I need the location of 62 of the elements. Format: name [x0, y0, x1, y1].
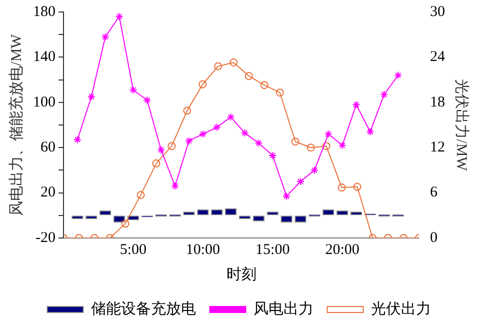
- y2-tick-label: 18: [430, 94, 445, 110]
- point: [198, 130, 207, 138]
- y2-tick-label: 30: [430, 4, 445, 20]
- x-tick-label: 15:00: [256, 242, 290, 258]
- point: [322, 142, 330, 150]
- point: [171, 182, 180, 190]
- point: [394, 71, 402, 80]
- y2-tick-label: 6: [430, 184, 438, 201]
- point: [338, 141, 346, 150]
- point: [183, 106, 192, 115]
- y-tick-label: 180: [33, 4, 56, 20]
- point: [366, 128, 374, 136]
- point: [168, 142, 176, 150]
- point: [296, 178, 304, 186]
- y-tick-label: 100: [33, 94, 56, 110]
- point: [115, 12, 124, 21]
- point: [143, 96, 152, 104]
- point: [101, 32, 110, 41]
- point: [136, 191, 145, 200]
- legend-label: 风电出力: [253, 300, 314, 318]
- point: [254, 139, 263, 148]
- y-tick-label: 20: [40, 184, 56, 201]
- point: [380, 90, 388, 98]
- y-tick-label: 60: [40, 140, 56, 156]
- point: [184, 136, 193, 145]
- point: [352, 100, 360, 109]
- point: [268, 152, 277, 160]
- point: [73, 136, 82, 144]
- point: [324, 130, 332, 138]
- y2-tick-label: 12: [430, 140, 445, 156]
- point: [230, 58, 238, 66]
- y2-tick-label: 0: [430, 230, 438, 246]
- point: [291, 138, 300, 146]
- point: [198, 80, 207, 88]
- y2-axis-title: 光伏出力/MW: [453, 79, 470, 172]
- legend-label: 储能设备充放电: [90, 300, 196, 318]
- x-tick-label: 20:00: [325, 242, 360, 258]
- x-tick-label: 5:00: [120, 242, 147, 258]
- point: [310, 166, 318, 174]
- point: [226, 113, 235, 122]
- point: [276, 88, 284, 97]
- point: [214, 62, 222, 70]
- x-tick-label: 10:00: [186, 242, 220, 258]
- point: [87, 92, 96, 101]
- y-axis-title: 风电出力、储能充放电/MW: [8, 33, 25, 216]
- point: [338, 184, 346, 192]
- y2-tick-label: 24: [430, 49, 446, 66]
- point: [212, 123, 221, 132]
- point: [121, 220, 130, 228]
- point: [244, 72, 253, 80]
- point: [282, 192, 291, 200]
- point: [152, 159, 160, 168]
- y-tick-label: -20: [36, 230, 56, 246]
- point: [129, 86, 138, 94]
- y-tick-label: 140: [33, 49, 56, 66]
- x-axis-title: 时刻: [226, 266, 256, 283]
- point: [260, 81, 268, 90]
- point: [240, 128, 249, 137]
- point: [157, 146, 166, 154]
- legend-label: 光伏出力: [370, 300, 431, 318]
- point: [306, 144, 315, 152]
- point: [353, 182, 362, 191]
